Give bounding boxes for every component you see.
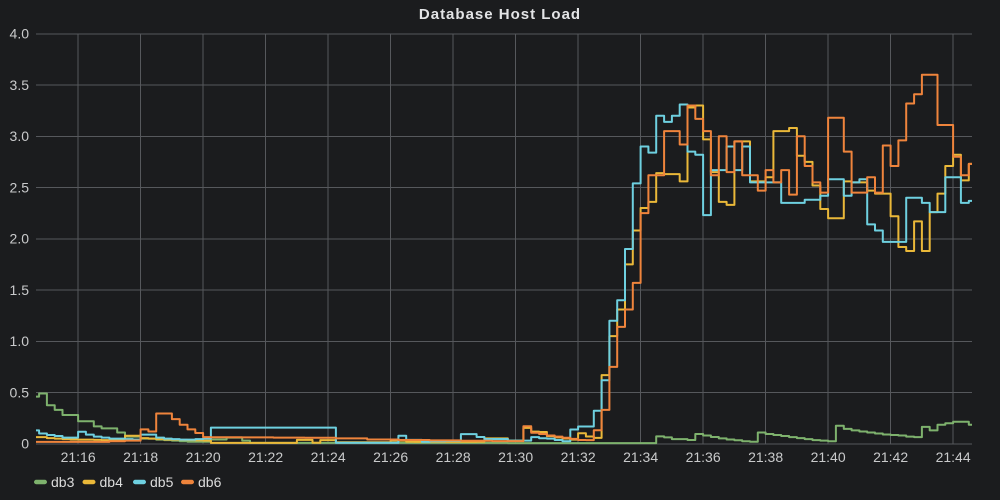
svg-text:21:24: 21:24 [311, 449, 346, 465]
svg-text:2.0: 2.0 [10, 231, 30, 247]
svg-text:21:42: 21:42 [873, 449, 908, 465]
svg-text:4.0: 4.0 [10, 26, 30, 42]
svg-text:21:18: 21:18 [123, 449, 158, 465]
svg-text:1.0: 1.0 [10, 333, 30, 349]
svg-text:21:38: 21:38 [748, 449, 783, 465]
svg-text:3.5: 3.5 [10, 77, 30, 93]
svg-text:db5: db5 [150, 474, 174, 490]
svg-text:21:36: 21:36 [686, 449, 721, 465]
svg-text:db4: db4 [100, 474, 124, 490]
svg-text:db3: db3 [51, 474, 75, 490]
svg-text:21:40: 21:40 [811, 449, 846, 465]
svg-text:21:34: 21:34 [623, 449, 658, 465]
svg-text:3.0: 3.0 [10, 128, 30, 144]
svg-text:21:30: 21:30 [498, 449, 533, 465]
svg-text:21:32: 21:32 [561, 449, 596, 465]
svg-text:Database Host Load: Database Host Load [419, 6, 581, 23]
svg-text:0.5: 0.5 [10, 384, 30, 400]
svg-text:db6: db6 [198, 474, 222, 490]
svg-text:21:44: 21:44 [936, 449, 971, 465]
svg-text:2.5: 2.5 [10, 179, 30, 195]
svg-text:21:22: 21:22 [248, 449, 283, 465]
svg-text:21:26: 21:26 [373, 449, 408, 465]
svg-text:1.5: 1.5 [10, 282, 30, 298]
svg-text:21:28: 21:28 [436, 449, 471, 465]
svg-text:0: 0 [21, 436, 29, 452]
svg-text:21:16: 21:16 [61, 449, 96, 465]
svg-text:21:20: 21:20 [186, 449, 221, 465]
